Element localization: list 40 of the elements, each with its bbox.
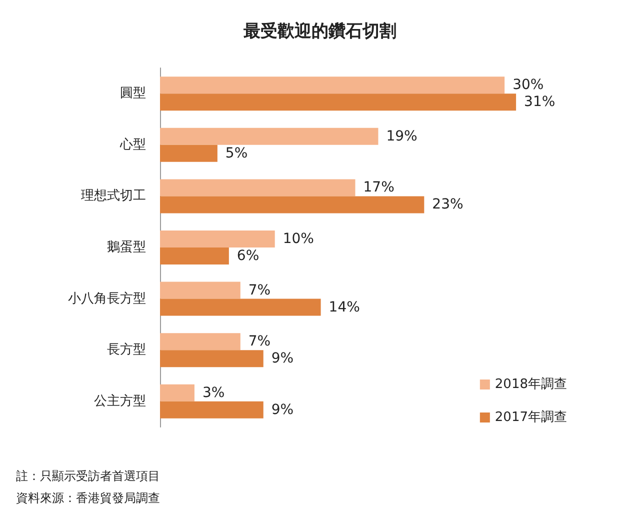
data-label: 30% bbox=[512, 77, 544, 94]
bar bbox=[160, 196, 424, 214]
bar bbox=[160, 128, 378, 145]
bar bbox=[160, 298, 321, 316]
text: 註：只顯示受訪者首選項目 bbox=[16, 469, 160, 483]
y-tick-label: 圓型 bbox=[120, 86, 146, 102]
bar bbox=[160, 179, 356, 196]
data-label: 10% bbox=[282, 231, 314, 247]
y-tick-label: 心型 bbox=[119, 136, 146, 152]
data-label: 23% bbox=[432, 196, 464, 213]
bar bbox=[160, 230, 275, 248]
bar bbox=[160, 94, 516, 111]
bar bbox=[160, 282, 240, 299]
y-tick-label: 鵝蛋型 bbox=[107, 240, 146, 255]
data-label: 6% bbox=[236, 248, 260, 264]
y-tick-label: 理想式切工 bbox=[81, 188, 146, 204]
legend-label: 2017年調查 bbox=[494, 410, 568, 425]
legend-label: 2018年調查 bbox=[494, 377, 568, 392]
bar bbox=[160, 350, 264, 368]
data-label: 19% bbox=[386, 128, 418, 144]
data-label: 7% bbox=[248, 282, 271, 298]
y-tick-label: 小八角長方型 bbox=[68, 290, 146, 306]
data-label: 3% bbox=[202, 384, 225, 401]
bar bbox=[160, 333, 240, 350]
bar bbox=[160, 401, 264, 418]
data-label: 7% bbox=[248, 334, 271, 350]
source-note: 資料來源：香港貿發局調查 bbox=[16, 491, 160, 505]
y-tick-label: 公主方型 bbox=[94, 392, 146, 409]
data-label: 14% bbox=[328, 299, 360, 316]
y-tick-label: 長方型 bbox=[107, 342, 146, 358]
data-label: 5% bbox=[225, 145, 248, 162]
data-label: 9% bbox=[271, 350, 294, 367]
data-label: 9% bbox=[271, 402, 294, 418]
data-label: 17% bbox=[363, 180, 394, 196]
chart-title: 最受歡迎的鑽石切割 bbox=[242, 22, 396, 42]
bar bbox=[160, 144, 218, 162]
bar bbox=[160, 76, 505, 94]
data-label: 31% bbox=[524, 94, 556, 110]
bar bbox=[160, 248, 229, 264]
bar bbox=[160, 384, 194, 402]
